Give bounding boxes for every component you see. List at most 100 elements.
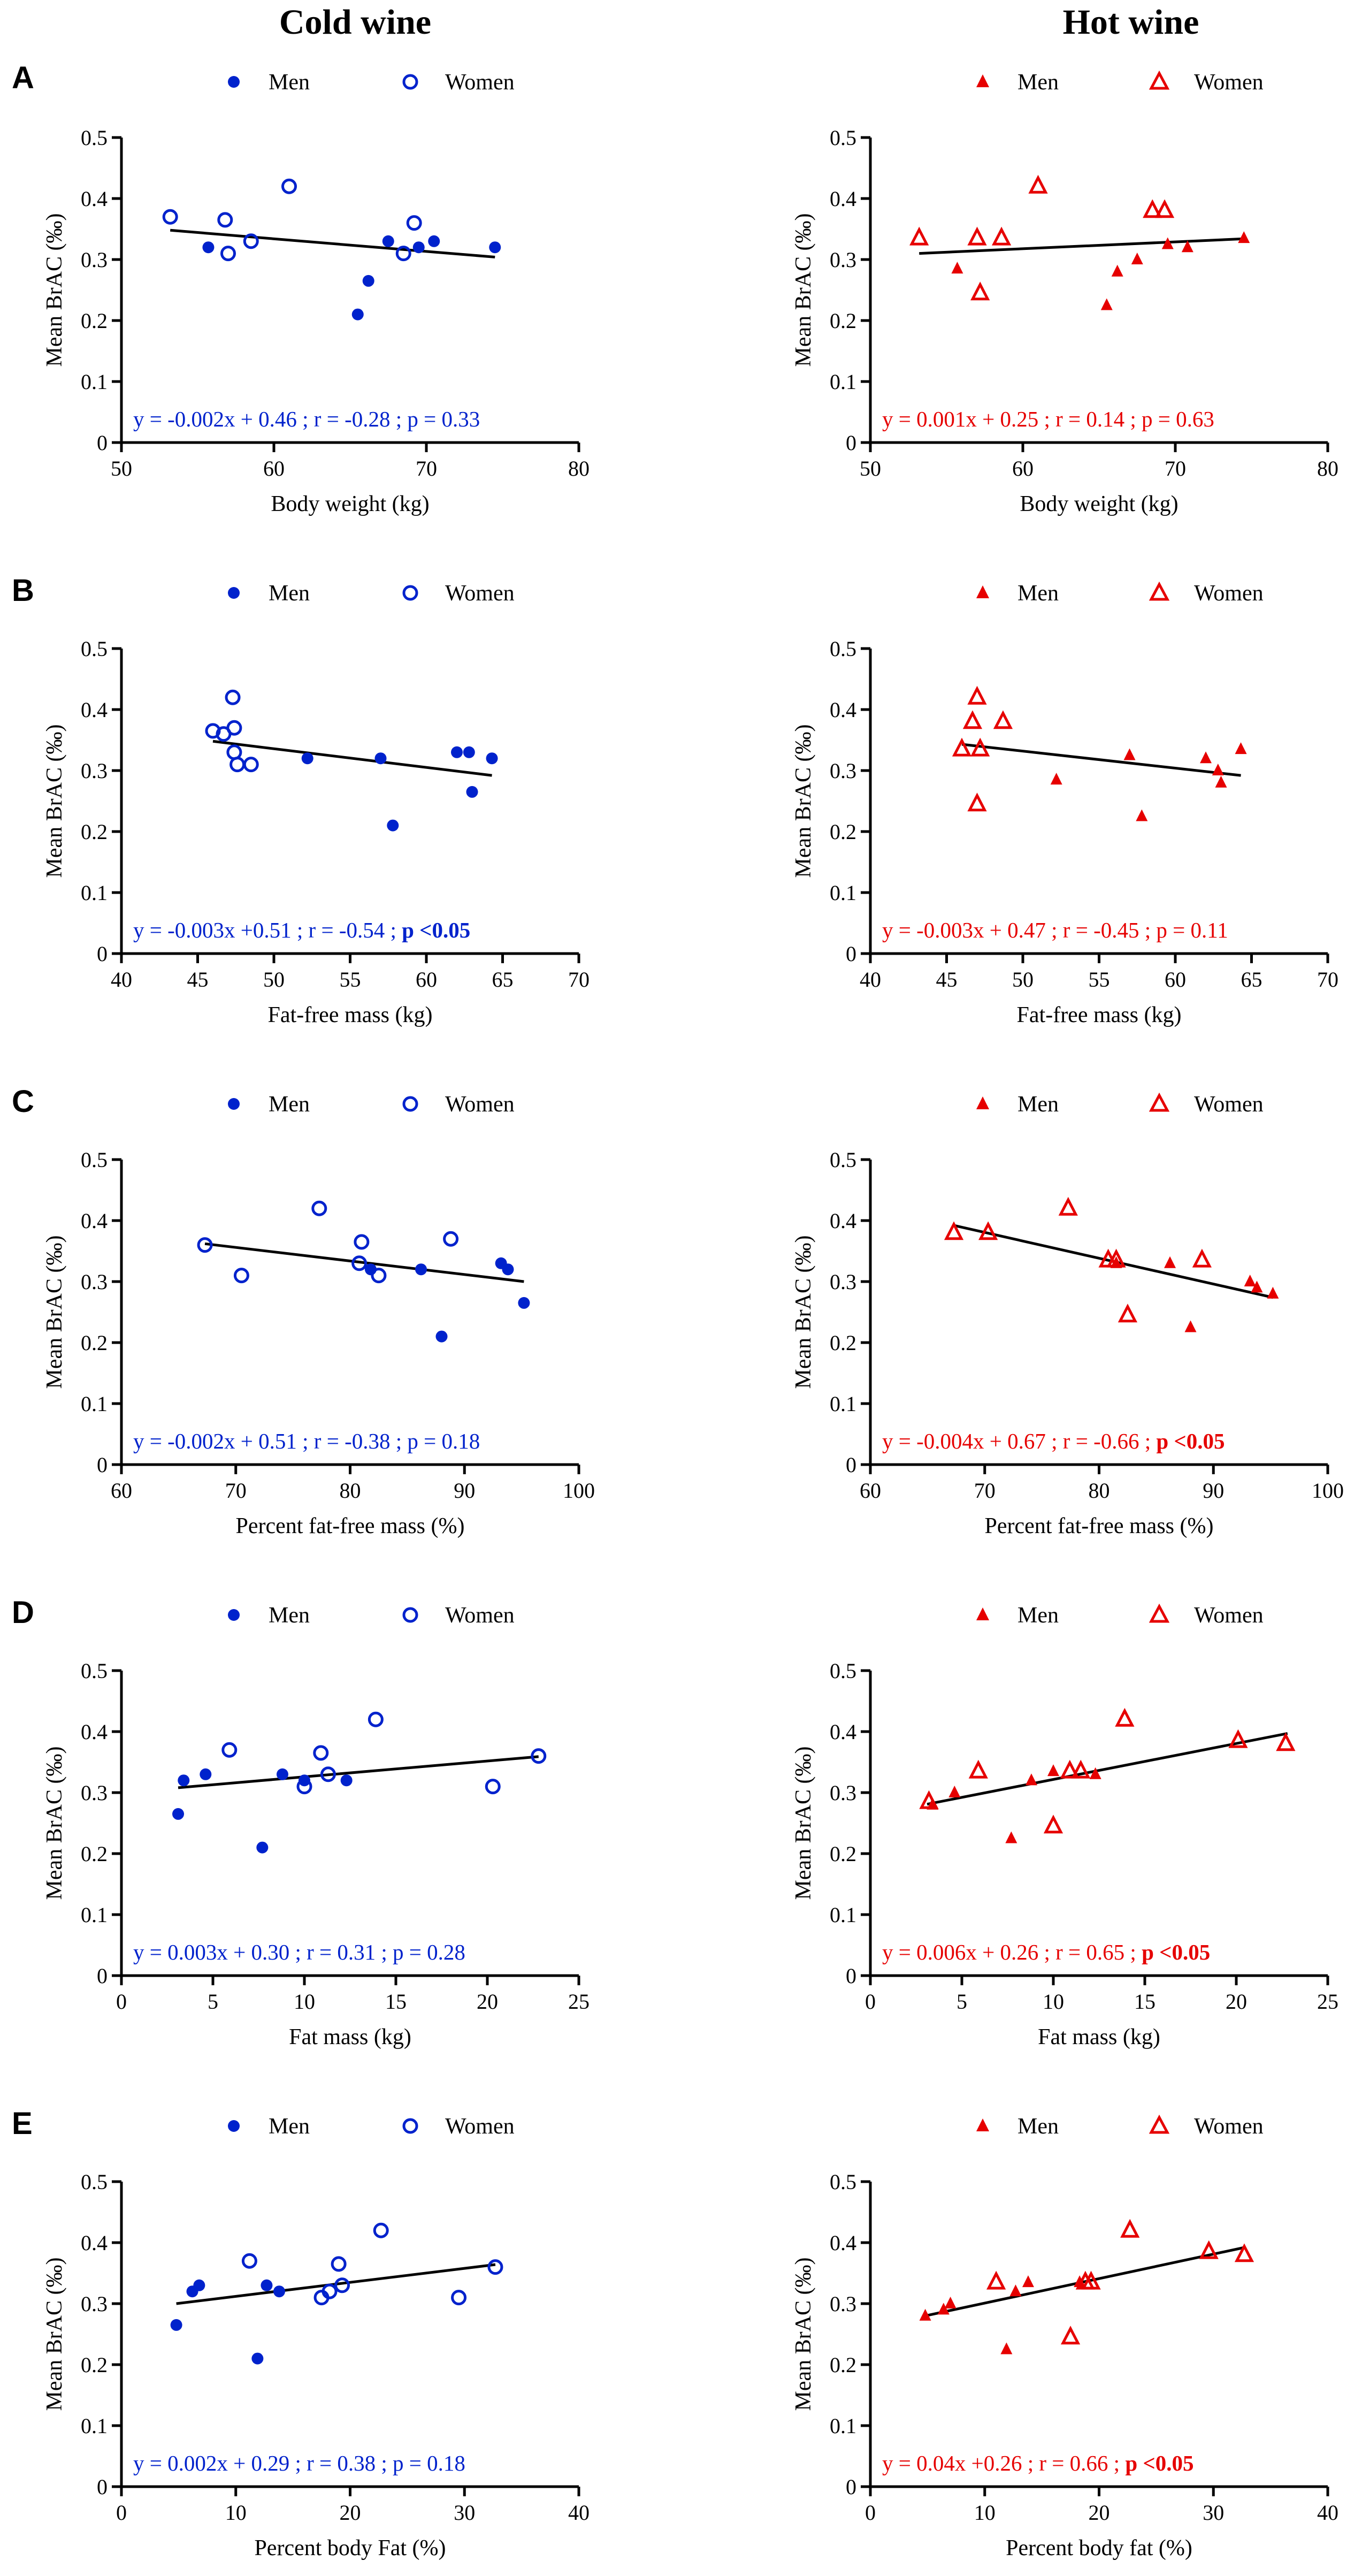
y-tick-label: 0 [97,942,108,966]
y-tick-label: 0.2 [81,1331,108,1355]
legend-women-label: Women [1194,1092,1264,1117]
women-data-point [1143,199,1162,218]
men-data-point [1100,298,1113,310]
y-tick-label: 0.3 [830,1270,856,1294]
women-data-point [322,2283,338,2299]
x-axis-label: Body weight (kg) [1020,492,1178,516]
significance-label: p <0.05 [402,918,470,942]
men-data-point [1251,1281,1263,1293]
y-tick-label: 0.3 [830,759,856,783]
y-tick-label: 0.5 [81,1659,108,1683]
men-data-point [301,752,313,765]
y-axis-label: Mean BrAC (‰) [791,1236,816,1389]
women-data-point [1060,1759,1080,1779]
x-axis-label: Fat mass (kg) [1038,2025,1160,2049]
x-tick-label: 5 [957,1990,967,2014]
y-tick-label: 0.1 [81,1903,108,1927]
men-data-point [1184,1320,1197,1332]
y-axis-label: Mean BrAC (‰) [42,2258,67,2411]
legend-women-label: Women [1194,70,1264,95]
men-data-point [919,2308,931,2321]
legend-men-marker [976,1096,989,1109]
men-data-point [172,1808,185,1820]
women-data-point [226,720,242,736]
women-data-point [944,1221,964,1240]
cold-chart-e: 0 0.1 0.2 0.3 0.4 0.5 0 10 20 30 40 Percent body Fa… [42,2114,590,2560]
legend-women-label: Women [445,581,515,606]
y-tick-label: 0.1 [830,370,856,394]
men-data-point [387,819,399,832]
men-data-point [1111,264,1123,277]
x-tick-label: 30 [1203,2501,1224,2525]
y-axis-label: Mean BrAC (‰) [42,1747,67,1900]
regression-equation: y = 0.001x + 0.25 ; r = 0.14 ; p = 0.63 [882,407,1214,431]
women-data-point [351,1255,368,1271]
legend-men-label: Men [1017,2114,1059,2139]
legend-men-label: Men [269,1092,310,1117]
men-data-point [466,786,478,798]
legend-men-marker [228,1098,240,1110]
y-tick-label: 0.1 [830,1903,856,1927]
hot-wine-column-title: Hot wine [1062,3,1199,42]
x-tick-label: 80 [1317,456,1338,481]
women-data-point [1043,1815,1063,1834]
women-data-point [1081,2270,1101,2290]
x-tick-label: 90 [454,1478,475,1503]
regression-line [212,740,492,777]
women-data-point [1228,1729,1248,1748]
legend-men-label: Men [269,70,310,95]
women-data-point [226,744,242,760]
legend-women-label: Women [445,1092,515,1117]
hot-chart-e: 0 0.1 0.2 0.3 0.4 0.5 0 10 20 30 40 Percent body fa… [791,2114,1338,2560]
y-tick-label: 0.1 [81,370,108,394]
y-tick-label: 0.2 [830,820,856,844]
men-data-point [382,235,394,247]
x-tick-label: 55 [340,967,361,992]
cold-chart-a: 0 0.1 0.2 0.3 0.4 0.5 50 60 70 80 Body weight (kg)… [42,70,590,516]
women-data-point [373,2222,389,2238]
men-data-point [261,2279,273,2291]
women-data-point [313,1745,329,1761]
x-tick-label: 60 [263,456,285,481]
men-data-point [202,241,215,254]
x-tick-label: 70 [974,1478,996,1503]
men-data-point [351,308,364,321]
women-data-point [993,710,1013,729]
women-data-point [406,215,422,231]
x-tick-label: 65 [492,967,514,992]
x-tick-label: 10 [294,1990,315,2014]
x-tick-label: 20 [340,2501,361,2525]
women-data-point [1154,199,1175,218]
men-data-point [415,1263,427,1276]
x-tick-label: 45 [936,967,958,992]
regression-equation: y = 0.003x + 0.30 ; r = 0.31 ; p = 0.28 [133,1940,465,1964]
women-data-point [1120,2219,1140,2238]
y-axis-label: Mean BrAC (‰) [42,214,67,367]
men-data-point [1235,742,1247,754]
men-data-point [1181,240,1193,253]
y-tick-label: 0 [846,1453,856,1477]
men-data-point [502,1263,514,1276]
women-data-point [243,757,259,773]
regression-equation: y = -0.004x + 0.67 ; r = -0.66 ; p <0.05 [882,1429,1225,1453]
legend-women-marker [1149,1092,1170,1112]
women-data-point [395,246,411,262]
women-data-point [243,233,259,249]
y-tick-label: 0.5 [81,637,108,661]
y-tick-label: 0.5 [830,637,856,661]
women-data-point [354,1234,370,1250]
x-tick-label: 70 [416,456,437,481]
x-axis-label: Percent body fat (%) [1006,2536,1192,2560]
y-tick-label: 0.5 [830,2170,856,2194]
y-tick-label: 0.3 [81,759,108,783]
women-data-point [970,737,990,757]
legend-men-label: Men [1017,70,1059,95]
y-tick-label: 0 [97,1453,108,1477]
women-data-point [1234,2243,1254,2262]
men-data-point [428,235,440,247]
women-data-point [241,2253,257,2269]
women-data-point [978,1221,998,1240]
x-tick-label: 40 [568,2501,590,2525]
men-data-point [1050,773,1062,785]
y-tick-label: 0.3 [830,1781,856,1805]
